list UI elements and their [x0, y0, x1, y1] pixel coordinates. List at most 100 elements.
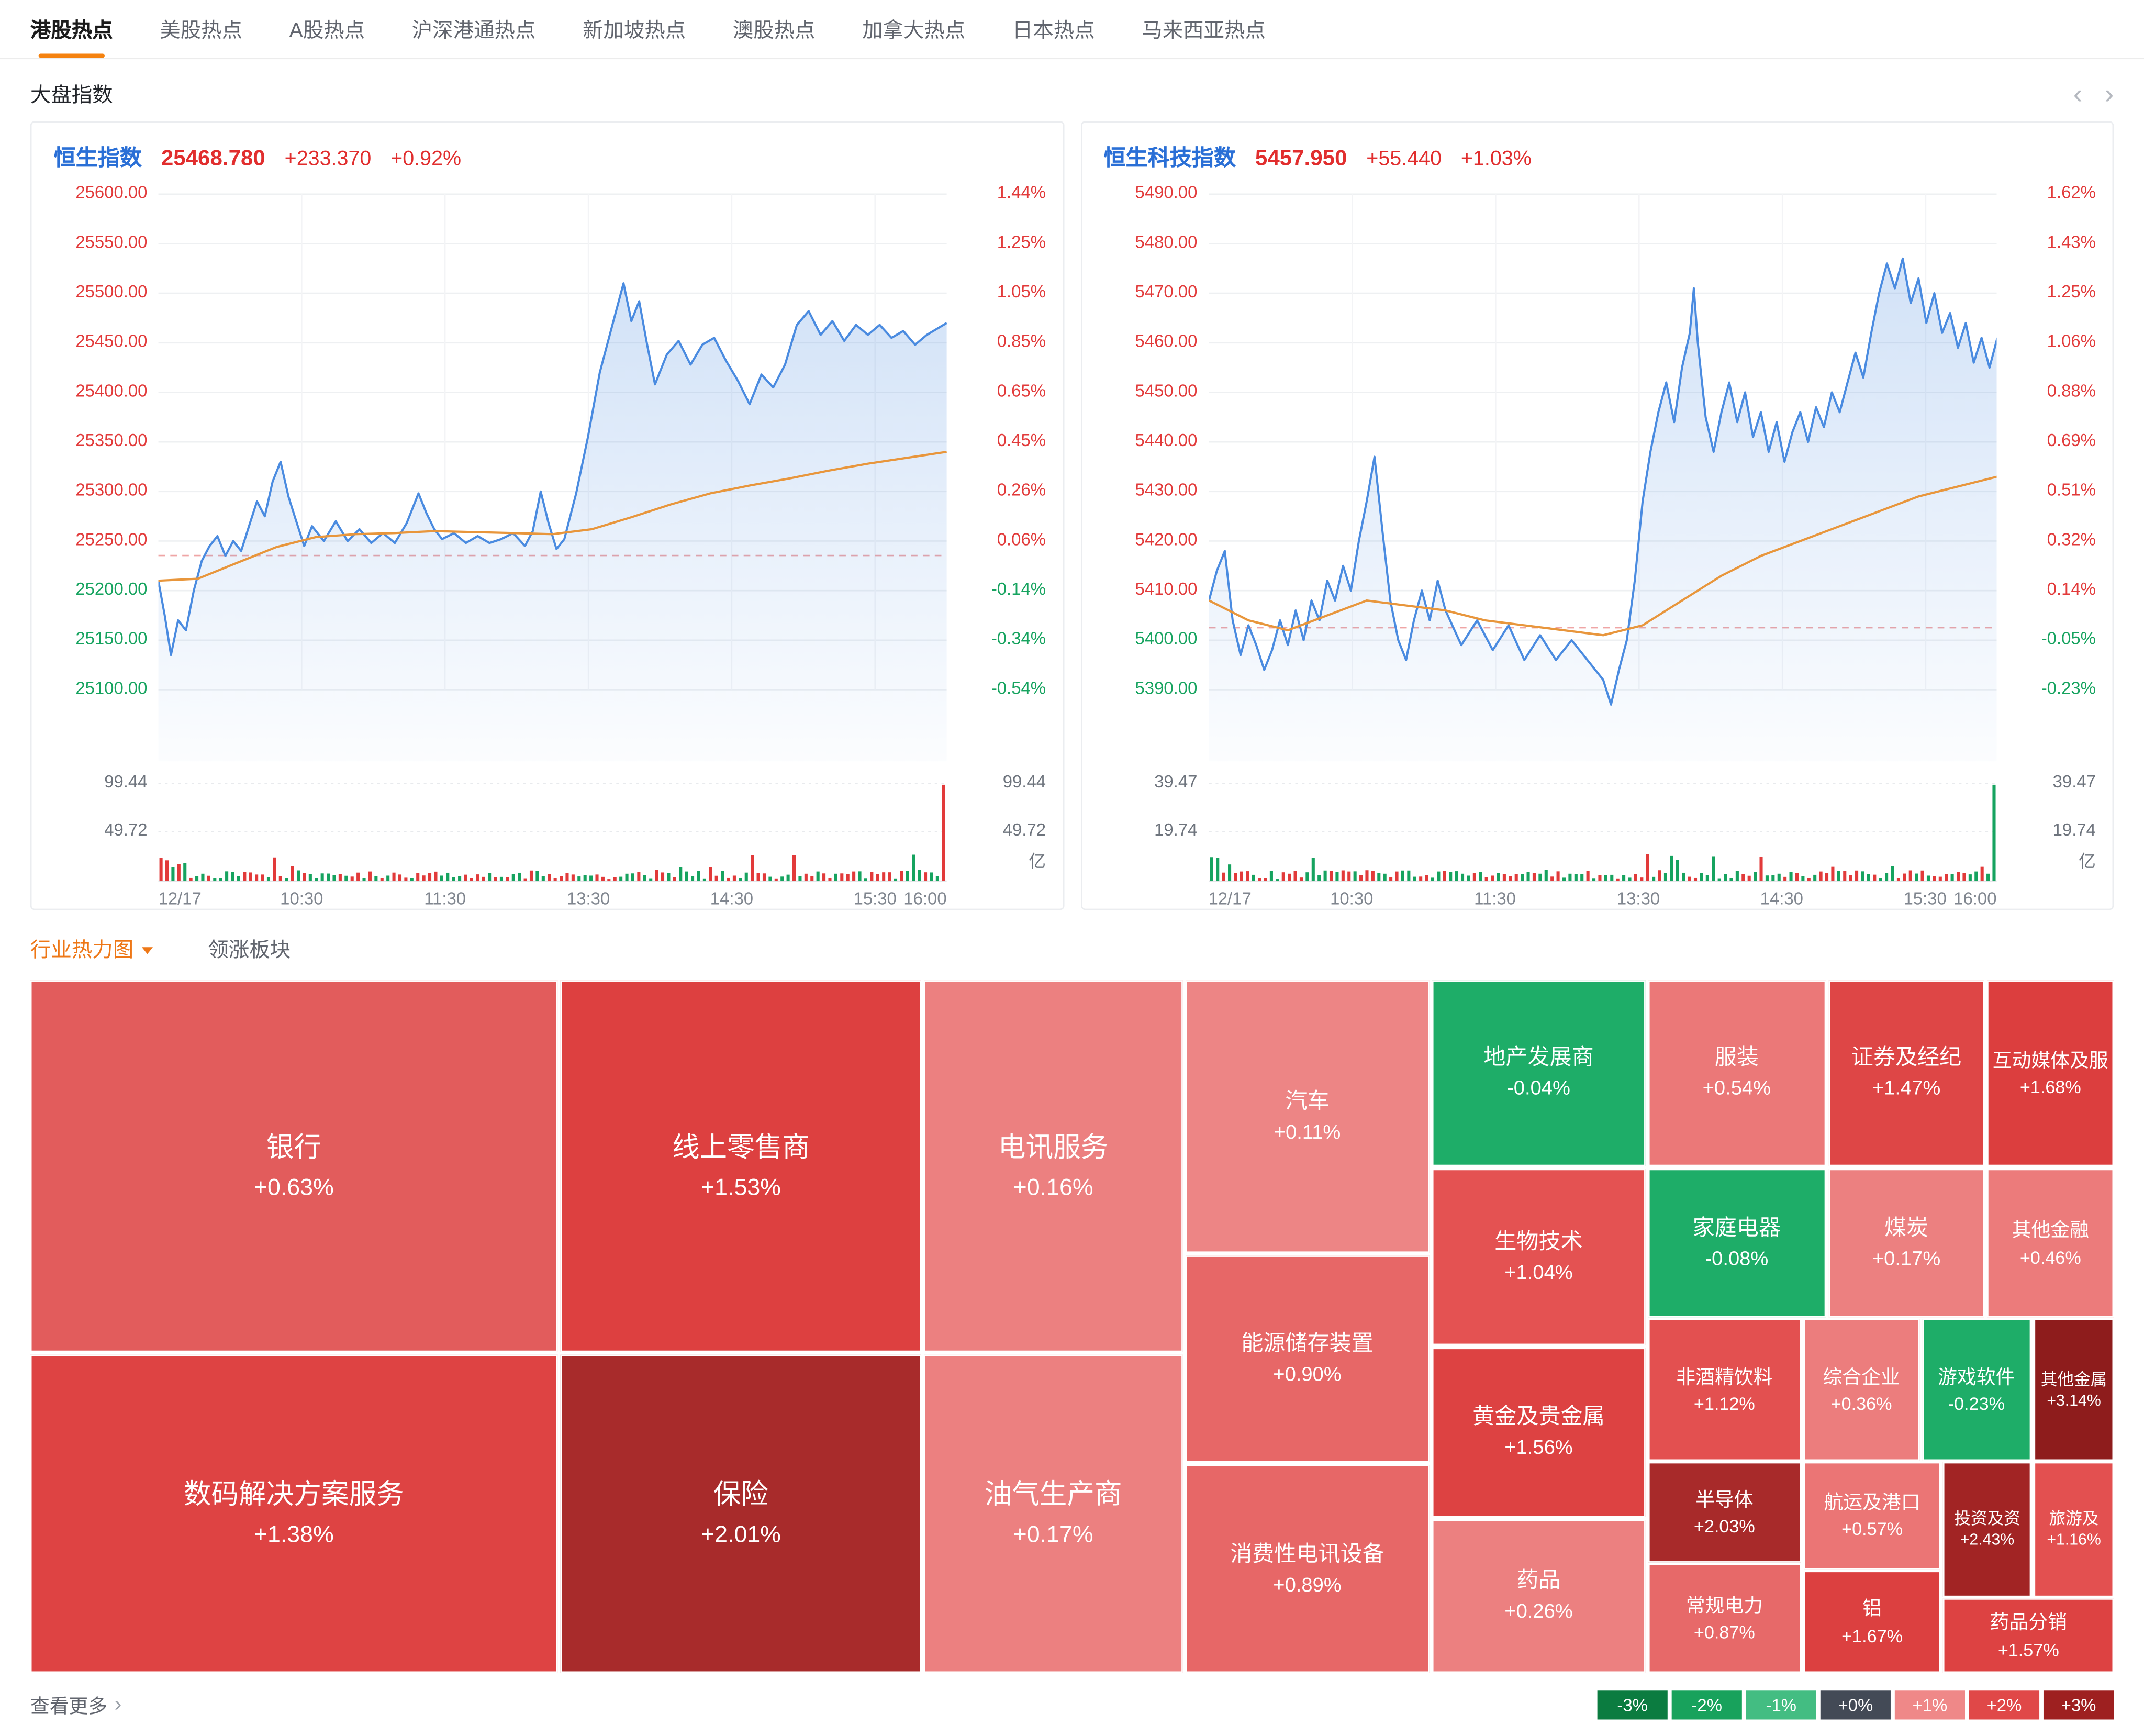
view-more-link[interactable]: 查看更多 ›	[30, 1692, 121, 1719]
sector-block[interactable]: 非酒精饮料 +1.12%	[1647, 1319, 1802, 1460]
sector-block[interactable]: 航运及港口 +0.57%	[1804, 1461, 1940, 1569]
market-tab-jp[interactable]: 日本热点	[1012, 18, 1095, 42]
view-more-label: 查看更多	[30, 1694, 108, 1716]
sector-block[interactable]: 游戏软件 -0.23%	[1922, 1319, 2031, 1460]
tab-industry-heatmap[interactable]: 行业热力图	[30, 935, 153, 964]
sector-change: +0.89%	[1273, 1574, 1342, 1597]
sector-name: 家庭电器	[1692, 1217, 1781, 1241]
sector-change: +0.17%	[1013, 1521, 1093, 1548]
sector-block[interactable]: 铝 +1.67%	[1804, 1570, 1940, 1673]
y-axis-price-label: 25200.00	[75, 580, 148, 599]
market-tabs: 港股热点 美股热点 A股热点 沪深港通热点 新加坡热点 澳股热点 加拿大热点 日本热点 马来西亚…	[0, 0, 2144, 60]
index-charts-row: 恒生指数 25468.780 +233.370 +0.92% 25600.00 2…	[0, 121, 2144, 910]
price-chart-svg	[158, 193, 947, 762]
y-axis-price-label: 5410.00	[1135, 580, 1198, 599]
sector-name: 能源储存装置	[1241, 1332, 1374, 1356]
legend-swatch: +3%	[2043, 1690, 2114, 1720]
prev-arrow-icon[interactable]: ‹	[2073, 79, 2083, 110]
y-axis-pct-label: 1.06%	[2047, 331, 2096, 351]
sector-block[interactable]: 药品 +0.26%	[1432, 1519, 1645, 1673]
sector-change: +1.53%	[701, 1173, 781, 1200]
hsi-chart-body: 25600.00 25550.00 25500.00 25450.00 25400.00…	[40, 177, 1054, 916]
sector-block[interactable]: 半导体 +2.03%	[1647, 1461, 1802, 1563]
y-axis-pct-label: 0.06%	[997, 530, 1046, 550]
sector-block[interactable]: 其他金属 +3.14%	[2034, 1319, 2114, 1460]
x-axis-label: 13:30	[566, 889, 610, 909]
sector-block[interactable]: 数码解决方案服务 +1.38%	[30, 1354, 557, 1673]
index-name[interactable]: 恒生科技指数	[1103, 147, 1236, 171]
market-tab-us[interactable]: 美股热点	[160, 18, 243, 42]
market-tab-au[interactable]: 澳股热点	[732, 18, 816, 42]
market-tab-a-share[interactable]: A股热点	[289, 18, 365, 42]
sector-block[interactable]: 服装 +0.54%	[1647, 980, 1826, 1166]
sector-name: 黄金及贵金属	[1472, 1406, 1605, 1430]
volume-axis-label: 19.74	[2052, 820, 2096, 840]
hstech-chart-body: 5490.00 5480.00 5470.00 5460.00 5450.00 5440.…	[1090, 177, 2104, 916]
sector-block[interactable]: 家庭电器 -0.08%	[1647, 1169, 1826, 1318]
legend-swatch: -1%	[1746, 1690, 1816, 1720]
hsi-chart-header: 恒生指数 25468.780 +233.370 +0.92%	[40, 131, 1054, 177]
sector-change: +1.68%	[2019, 1076, 2081, 1098]
sector-block[interactable]: 保险 +2.01%	[561, 1354, 921, 1673]
x-axis-label: 12/17	[1208, 889, 1252, 909]
sector-name: 生物技术	[1494, 1230, 1583, 1254]
volume-axis-right: 39.47 19.74 亿	[1997, 761, 2104, 882]
index-change-pct: +0.92%	[390, 147, 462, 171]
sector-block[interactable]: 电讯服务 +0.16%	[924, 980, 1182, 1352]
market-tab-ca[interactable]: 加拿大热点	[862, 18, 966, 42]
x-axis-label: 11:30	[1474, 889, 1516, 909]
legend-swatch: -2%	[1671, 1690, 1742, 1720]
y-axis-pct-label: 1.44%	[997, 183, 1046, 203]
sector-block[interactable]: 油气生产商 +0.17%	[924, 1354, 1182, 1673]
market-tab-hk-connect[interactable]: 沪深港通热点	[411, 18, 536, 42]
y-axis-pct-label: -0.05%	[2041, 629, 2096, 649]
sector-block[interactable]: 汽车 +0.11%	[1185, 980, 1430, 1253]
sector-change: +0.26%	[1504, 1601, 1573, 1624]
sector-name: 航运及港口	[1824, 1490, 1920, 1513]
volume-unit-label: 亿	[1029, 852, 1046, 872]
sector-block[interactable]: 综合企业 +0.36%	[1804, 1319, 1919, 1460]
sector-block[interactable]: 常规电力 +0.87%	[1647, 1564, 1802, 1673]
sector-change: +1.04%	[1504, 1262, 1573, 1285]
sector-block[interactable]: 煤炭 +0.17%	[1828, 1169, 1985, 1318]
sector-block[interactable]: 互动媒体及服 +1.68%	[1987, 980, 2114, 1166]
sector-block[interactable]: 线上零售商 +1.53%	[561, 980, 921, 1352]
sector-block[interactable]: 旅游及 +1.16%	[2034, 1461, 2114, 1597]
sector-block[interactable]: 药品分销 +1.57%	[1943, 1598, 2114, 1673]
y-axis-price-label: 25400.00	[75, 381, 148, 401]
sector-block[interactable]: 生物技术 +1.04%	[1432, 1169, 1645, 1345]
chevron-right-icon: ›	[114, 1693, 122, 1716]
sector-change: -0.08%	[1705, 1248, 1769, 1271]
sector-block[interactable]: 消费性电讯设备 +0.89%	[1185, 1465, 1430, 1673]
volume-plot	[1208, 761, 1997, 882]
sector-change: +0.63%	[253, 1173, 334, 1200]
market-tab-sg[interactable]: 新加坡热点	[582, 18, 686, 42]
volume-axis-label: 49.72	[1002, 820, 1046, 840]
market-tab-hk[interactable]: 港股热点	[30, 0, 113, 58]
chevron-down-icon	[142, 947, 153, 954]
sector-block[interactable]: 地产发展商 -0.04%	[1432, 980, 1645, 1166]
sector-block[interactable]: 证券及经纪 +1.47%	[1828, 980, 1985, 1166]
sector-change: +1.16%	[2047, 1532, 2101, 1550]
sector-block[interactable]: 黄金及贵金属 +1.56%	[1432, 1348, 1645, 1517]
next-arrow-icon[interactable]: ›	[2104, 79, 2114, 110]
index-name[interactable]: 恒生指数	[53, 147, 142, 171]
volume-chart-svg	[158, 782, 947, 882]
sector-block[interactable]: 银行 +0.63%	[30, 980, 557, 1352]
market-tab-my[interactable]: 马来西亚热点	[1142, 18, 1266, 42]
sector-block[interactable]: 投资及资 +2.43%	[1943, 1461, 2031, 1597]
sector-block[interactable]: 能源储存装置 +0.90%	[1185, 1255, 1430, 1462]
y-axis-price-label: 25150.00	[75, 629, 148, 649]
price-plot	[158, 177, 947, 762]
tab-leading-sectors[interactable]: 领涨板块	[208, 939, 291, 963]
y-axis-pct-label: 1.25%	[2047, 282, 2096, 302]
y-axis-pct-label: 0.32%	[2047, 530, 2096, 550]
y-axis-price-label: 5470.00	[1135, 282, 1198, 302]
sector-block[interactable]: 其他金融 +0.46%	[1987, 1169, 2114, 1318]
sector-change: +0.87%	[1693, 1622, 1755, 1643]
volume-axis-label: 99.44	[1002, 772, 1046, 792]
y-axis-pct-label: 0.65%	[997, 381, 1046, 401]
volume-axis-label: 49.72	[104, 820, 148, 840]
sector-name: 煤炭	[1884, 1217, 1929, 1241]
